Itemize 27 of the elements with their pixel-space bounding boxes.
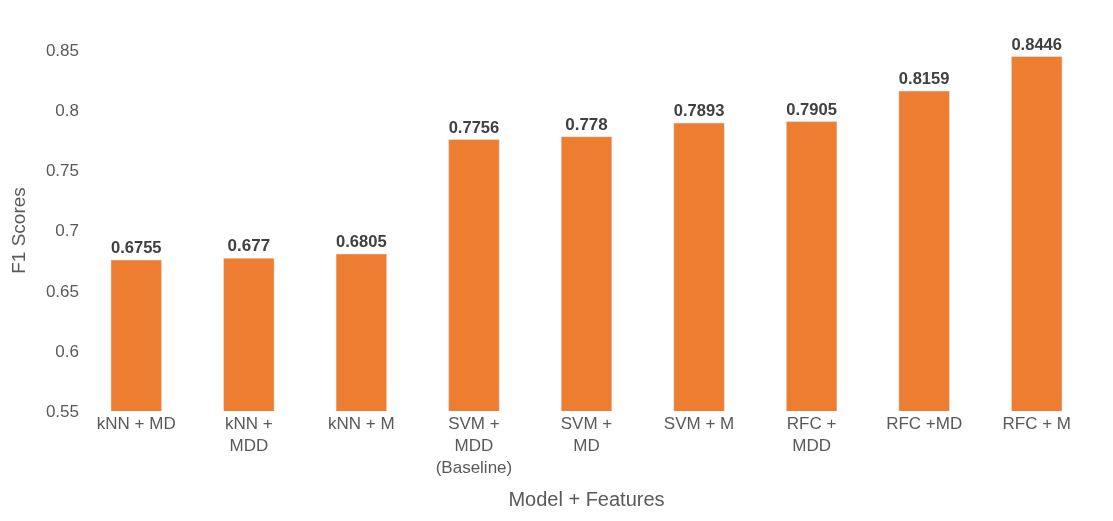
y-tick-label: 0.85 [45,40,79,60]
data-label: 0.7905 [786,99,837,119]
y-tick-label: 0.65 [45,281,79,301]
data-label: 0.6755 [110,238,162,258]
data-label: 0.778 [565,114,608,134]
y-tick-label: 0.75 [45,161,79,181]
data-label: 0.677 [227,236,271,256]
x-tick-label: SVM + M [663,414,735,433]
data-label: 0.7756 [448,117,500,137]
x-tick-label: SVM + MDD (Baseline) [435,414,513,478]
x-tick-label: RFC + M [1002,414,1071,433]
y-tick-label: 0.7 [55,221,79,241]
x-axis-title: Model + Features [508,487,665,510]
x-tick-label: kNN + MDD [224,414,273,456]
x-tick-label: RFC +MD [886,414,963,433]
y-axis-title: F1 Scores [7,187,29,274]
x-tick-label: kNN + M [328,414,395,433]
y-tick-label: 0.6 [55,341,79,361]
y-tick-label: 0.55 [45,401,79,421]
y-tick-label: 0.8 [55,101,79,121]
data-label: 0.6805 [336,232,387,252]
x-tick-label: kNN + MD [96,414,176,433]
data-label: 0.8446 [1011,34,1063,54]
data-label: 0.7893 [673,101,725,121]
x-tick-label: SVM + MD [560,414,613,456]
x-tick-label: RFC + MDD [786,414,837,456]
data-label: 0.8159 [898,69,950,89]
